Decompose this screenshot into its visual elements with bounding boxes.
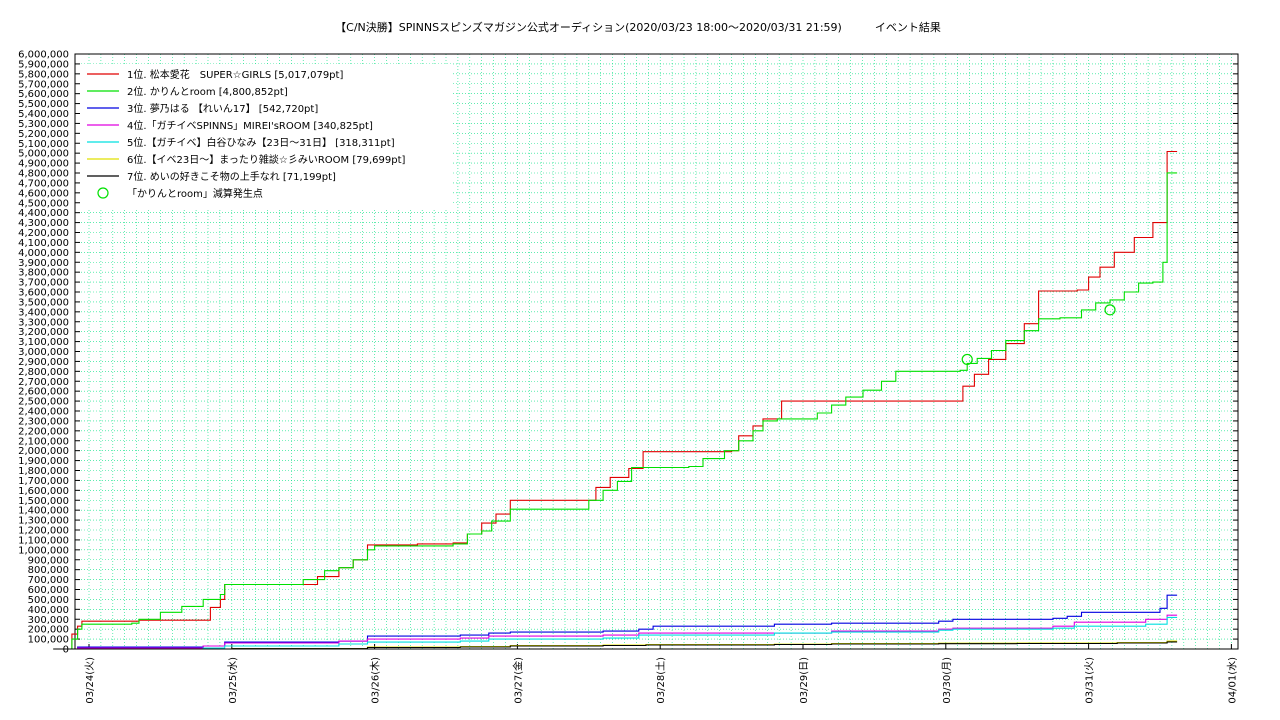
y-tick-label: 3,100,000 <box>18 337 69 348</box>
x-tick-label: 04/01(水) <box>1226 657 1238 704</box>
legend: 1位. 松本愛花 SUPER☆GIRLS [5,017,079pt] 2位. かり… <box>80 64 452 210</box>
y-tick-label: 4,800,000 <box>18 169 69 180</box>
series-line-3 <box>53 594 1178 650</box>
series-line-1 <box>53 150 1178 650</box>
y-tick-label: 3,600,000 <box>18 288 69 299</box>
y-tick-label: 1,000,000 <box>18 545 69 556</box>
y-tick-label: 1,700,000 <box>18 476 69 487</box>
legend-label: 1位. 松本愛花 SUPER☆GIRLS [5,017,079pt] <box>127 68 343 81</box>
y-tick-label: 6,000,000 <box>18 50 69 61</box>
y-tick-label: 500,000 <box>28 595 69 606</box>
y-tick-label: 4,200,000 <box>18 228 69 239</box>
chart-title: 【C/N決勝】SPINNSスピンズマガジン公式オーディション(2020/03/2… <box>335 20 941 34</box>
y-tick-label: 5,000,000 <box>18 149 69 160</box>
x-axis: 03/24(火) 03/25(水) 03/26(木) 03/27(金) 03/28(土)… <box>84 644 1238 704</box>
y-tick-label: 1,500,000 <box>18 496 69 507</box>
y-tick-label: 1,900,000 <box>18 456 69 467</box>
legend-label: 5位.【ガチイベ】白谷ひなみ【23日〜31日】 [318,311pt] <box>127 136 395 149</box>
y-tick-label: 3,000,000 <box>18 347 69 358</box>
y-tick-label: 200,000 <box>28 625 69 636</box>
y-tick-label: 1,800,000 <box>18 466 69 477</box>
y-tick-label: 2,100,000 <box>18 436 69 447</box>
x-tick-label: 03/27(金) <box>511 657 524 704</box>
y-tick-label: 3,400,000 <box>18 307 69 318</box>
legend-label: 6位.【イベ23日〜】まったり雑談☆彡みいROOM [79,699pt] <box>127 153 405 166</box>
y-tick-label: 1,600,000 <box>18 486 69 497</box>
y-tick-label: 4,700,000 <box>18 178 69 189</box>
y-tick-label: 300,000 <box>28 615 69 626</box>
x-tick-label: 03/31(火) <box>1084 657 1096 704</box>
marker-point <box>1104 304 1116 316</box>
y-tick-label: 4,900,000 <box>18 159 69 170</box>
y-tick-label: 900,000 <box>28 555 69 566</box>
y-tick-label: 1,400,000 <box>18 506 69 517</box>
y-tick-label: 4,600,000 <box>18 188 69 199</box>
y-tick-label: 1,200,000 <box>18 526 69 537</box>
series-line-7 <box>53 641 1178 650</box>
legend-box <box>80 64 452 210</box>
y-tick-label: 1,300,000 <box>18 516 69 527</box>
legend-label: 4位.「ガチイベSPINNS」MIREI'sROOM [340,825pt] <box>127 119 373 132</box>
legend-label: 「かりんとroom」減算発生点 <box>127 187 263 200</box>
y-tick-label: 3,700,000 <box>18 278 69 289</box>
y-tick-label: 4,300,000 <box>18 218 69 229</box>
y-tick-label: 400,000 <box>28 605 69 616</box>
y-tick-label: 4,400,000 <box>18 208 69 219</box>
y-tick-label: 700,000 <box>28 575 69 586</box>
marker-point <box>961 353 973 366</box>
y-tick-label: 2,500,000 <box>18 397 69 408</box>
y-tick-label: 1,100,000 <box>18 535 69 546</box>
y-tick-label: 3,900,000 <box>18 258 69 269</box>
y-tick-label: 4,000,000 <box>18 248 69 259</box>
legend-label: 2位. かりんとroom [4,800,852pt] <box>127 85 288 98</box>
legend-marker <box>97 187 109 199</box>
y-tick-label: 2,600,000 <box>18 387 69 398</box>
y-tick-label: 100,000 <box>28 635 69 646</box>
y-tick-label: 3,500,000 <box>18 297 69 308</box>
x-tick-label: 03/24(火) <box>84 657 96 704</box>
y-tick-label: 5,300,000 <box>18 119 69 130</box>
y-tick-label: 3,300,000 <box>18 317 69 328</box>
x-tick-label: 03/26(木) <box>370 657 382 704</box>
x-tick-label: 03/29(日) <box>799 657 810 704</box>
y-tick-label: 2,400,000 <box>18 407 69 418</box>
y-tick-label: 2,800,000 <box>18 367 69 378</box>
y-tick-label: 3,800,000 <box>18 268 69 279</box>
y-tick-label: 5,800,000 <box>18 69 69 80</box>
y-tick-label: 800,000 <box>28 565 69 576</box>
y-tick-label: 5,600,000 <box>18 89 69 100</box>
y-tick-label: 0 <box>63 645 69 656</box>
y-tick-label: 2,300,000 <box>18 416 69 427</box>
y-tick-label: 5,200,000 <box>18 129 69 140</box>
y-tick-label: 2,700,000 <box>18 377 69 388</box>
y-tick-label: 5,100,000 <box>18 139 69 150</box>
x-tick-label: 03/30(月) <box>941 657 953 704</box>
y-axis: 0100,000200,000300,000400,000500,000600,… <box>18 50 1238 656</box>
y-tick-label: 2,900,000 <box>18 357 69 368</box>
y-tick-label: 2,200,000 <box>18 426 69 437</box>
series-lines <box>53 150 1178 650</box>
y-tick-label: 4,100,000 <box>18 238 69 249</box>
y-tick-label: 5,900,000 <box>18 59 69 70</box>
y-tick-label: 3,200,000 <box>18 327 69 338</box>
x-tick-label: 03/25(水) <box>227 657 239 704</box>
x-tick-label: 03/28(土) <box>654 657 667 704</box>
y-tick-label: 4,500,000 <box>18 198 69 209</box>
y-tick-label: 5,400,000 <box>18 109 69 120</box>
legend-label: 7位. めいの好きこそ物の上手なれ [71,199pt] <box>127 170 336 183</box>
series-line-4 <box>53 614 1178 650</box>
series-line-2 <box>53 172 1178 650</box>
legend-label: 3位. 夢乃はる 【れいん17】 [542,720pt] <box>127 102 318 115</box>
y-tick-label: 5,700,000 <box>18 79 69 90</box>
y-tick-label: 2,000,000 <box>18 446 69 457</box>
markers <box>961 304 1116 366</box>
y-tick-label: 600,000 <box>28 585 69 596</box>
y-tick-label: 5,500,000 <box>18 99 69 110</box>
series-line-5 <box>53 616 1178 650</box>
